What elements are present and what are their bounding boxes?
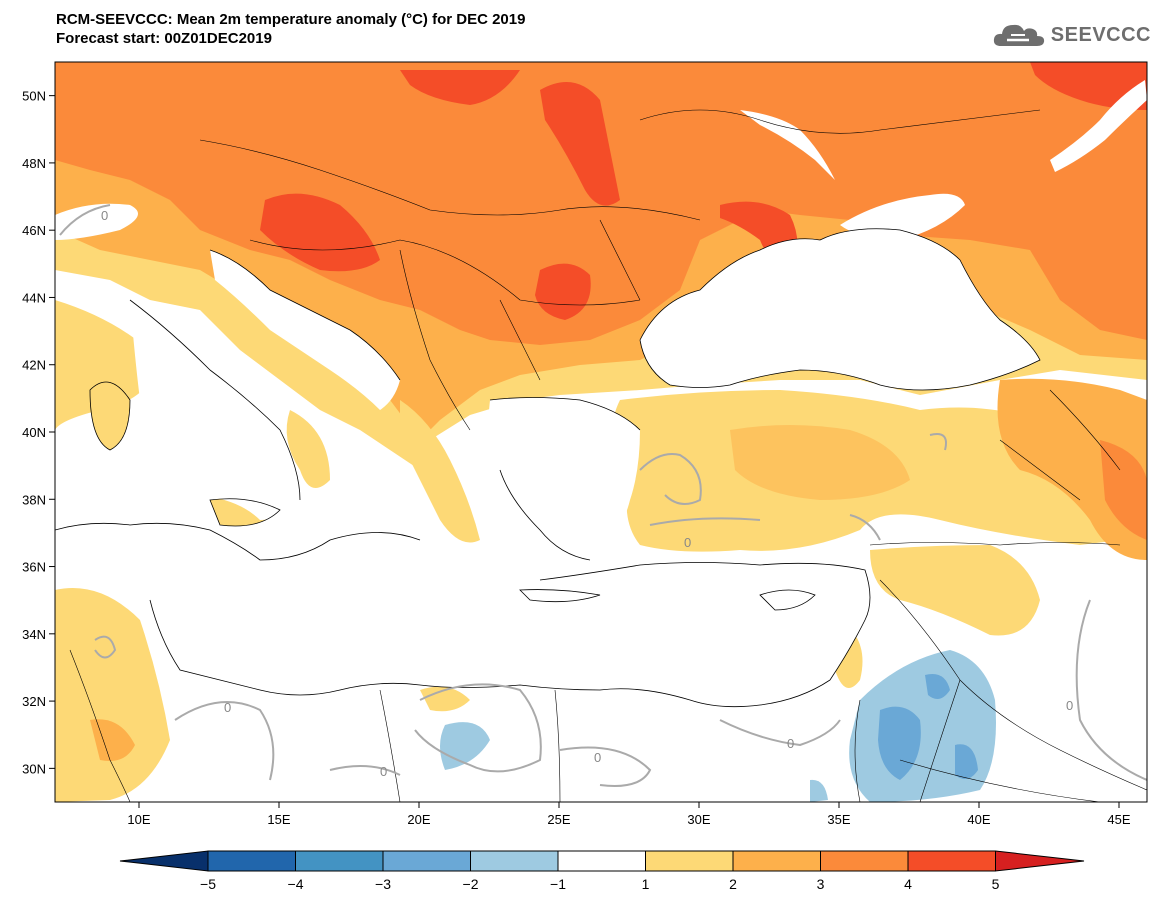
- lat-label: 46N: [22, 223, 46, 238]
- lon-label: 10E: [127, 812, 150, 827]
- contour-label: 0: [684, 535, 691, 550]
- lat-label: 42N: [22, 358, 46, 373]
- contour-labels: 0 0 0 0 0 0 0: [101, 208, 1073, 779]
- title-line-2: Forecast start: 00Z01DEC2019: [56, 30, 272, 47]
- coastlines: [55, 228, 1041, 708]
- contour-label: 0: [594, 750, 601, 765]
- colorbar-segment: [995, 850, 1085, 872]
- contour-label: 0: [101, 208, 108, 223]
- country-borders: [69, 109, 1147, 802]
- colorbar: −5 −4 −3 −2 −1 1 2 3 4 5: [119, 850, 1085, 892]
- lon-label: 45E: [1107, 812, 1130, 827]
- colorbar-segment: [119, 850, 209, 872]
- colorbar-label: 5: [992, 876, 1000, 892]
- colorbar-segment: [207, 850, 296, 872]
- lat-label: 34N: [22, 627, 46, 642]
- colorbar-segment: [645, 850, 734, 872]
- colorbar-segment: [820, 850, 909, 872]
- colorbar-segment: [557, 850, 646, 872]
- longitude-axis: 10E 15E 20E 25E 30E 35E 40E 45E: [127, 802, 1131, 827]
- title-line-1: RCM-SEEVCCC: Mean 2m temperature anomaly…: [56, 11, 526, 28]
- lon-label: 25E: [547, 812, 570, 827]
- lon-label: 20E: [407, 812, 430, 827]
- colorbar-segment: [907, 850, 996, 872]
- contour-label: 0: [380, 764, 387, 779]
- colorbar-label: −3: [375, 876, 391, 892]
- contour-label: 0: [224, 700, 231, 715]
- lat-label: 48N: [22, 156, 46, 171]
- colorbar-label: 2: [729, 876, 737, 892]
- colorbar-label: −2: [463, 876, 479, 892]
- lat-label: 30N: [22, 761, 46, 776]
- lon-label: 35E: [827, 812, 850, 827]
- seevccc-logo: SEEVCCC: [991, 20, 1151, 50]
- colorbar-segment: [732, 850, 821, 872]
- lon-label: 30E: [687, 812, 710, 827]
- colorbar-label: 3: [817, 876, 825, 892]
- lon-label: 15E: [267, 812, 290, 827]
- latitude-axis: 50N 48N 46N 44N 42N 40N 38N 36N 34N 32N 30N: [22, 89, 55, 776]
- colorbar-segment: [470, 850, 559, 872]
- colorbar-label: −1: [550, 876, 566, 892]
- cloud-icon: [993, 24, 1044, 46]
- lat-label: 32N: [22, 694, 46, 709]
- colorbar-label: 4: [904, 876, 912, 892]
- colorbar-segment: [295, 850, 384, 872]
- lat-label: 40N: [22, 425, 46, 440]
- contour-label: 0: [1066, 698, 1073, 713]
- colorbar-segment: [382, 850, 471, 872]
- lat-label: 38N: [22, 492, 46, 507]
- colorbar-label: −5: [200, 876, 216, 892]
- contour-label: 0: [787, 736, 794, 751]
- lon-label: 40E: [967, 812, 990, 827]
- lat-label: 44N: [22, 290, 46, 305]
- logo-text: SEEVCCC: [1050, 23, 1151, 46]
- zero-contours: [59, 204, 1147, 787]
- lat-label: 50N: [22, 89, 46, 104]
- colorbar-label: −4: [288, 876, 304, 892]
- lat-label: 36N: [22, 560, 46, 575]
- map-fields: [55, 62, 1147, 802]
- colorbar-label: 1: [642, 876, 650, 892]
